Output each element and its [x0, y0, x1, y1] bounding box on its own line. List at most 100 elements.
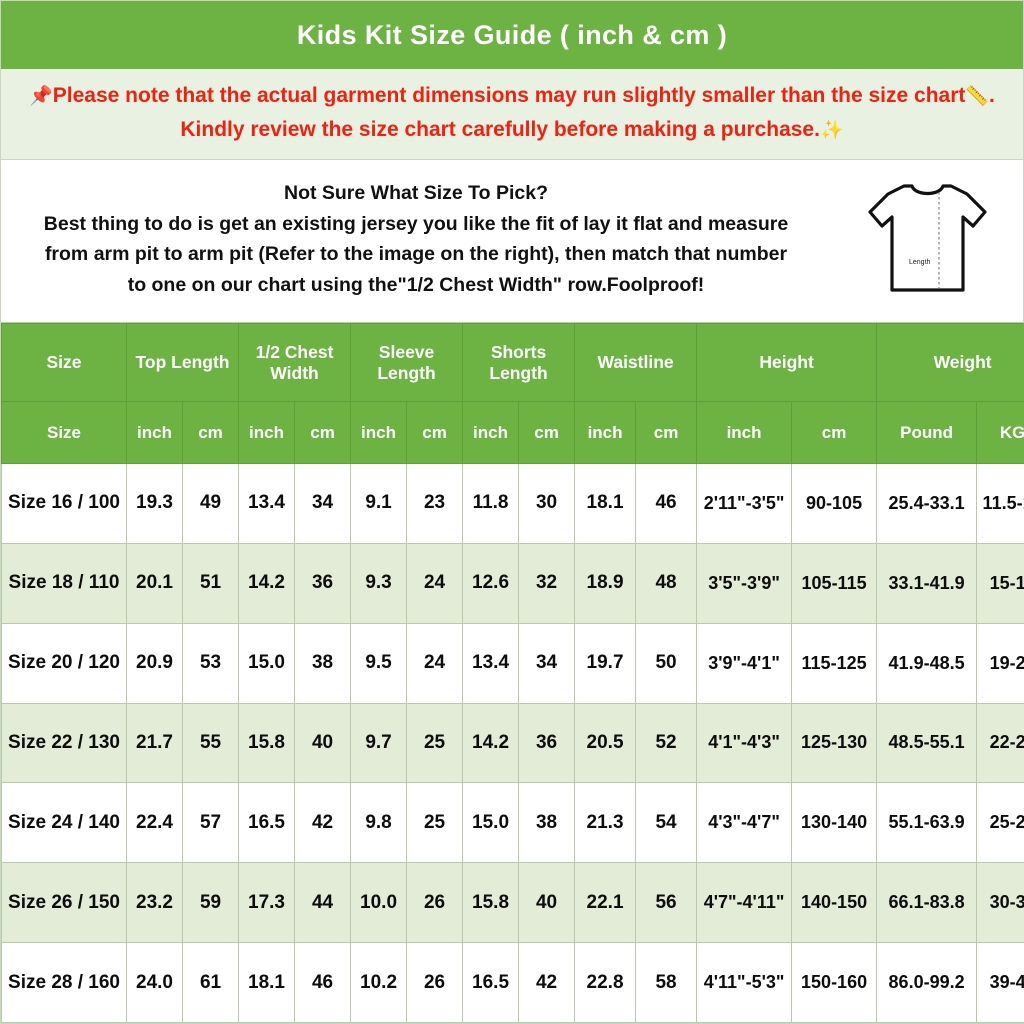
- measurement-cell: 58: [635, 942, 698, 1023]
- tshirt-length-label: Length: [909, 259, 931, 266]
- measurement-cell: 14.2: [462, 702, 520, 784]
- range-cell: 39-45: [976, 942, 1024, 1023]
- measurement-cell: 20.5: [574, 702, 637, 784]
- range-cell: 86.0-99.2: [876, 942, 978, 1023]
- explanation-line-3: to one on our chart using the"1/2 Chest …: [127, 273, 705, 296]
- measurement-cell: 18.1: [238, 942, 296, 1023]
- measurement-cell: 15.0: [238, 622, 296, 704]
- measurement-cell: 61: [181, 942, 240, 1023]
- measurement-cell: 36: [294, 542, 352, 624]
- range-cell: 66.1-83.8: [876, 862, 978, 944]
- measurement-cell: 9.1: [350, 463, 408, 544]
- measurement-cell: 19.3: [126, 463, 183, 544]
- explanation-line-2: from arm pit to arm pit (Refer to the im…: [44, 243, 788, 266]
- column-group-header: Size: [1, 323, 127, 403]
- measurement-cell: 13.4: [238, 463, 296, 544]
- range-cell: 2'11"-3'5": [696, 463, 793, 544]
- measurement-cell: 10.2: [350, 942, 408, 1023]
- measurement-cell: 51: [181, 542, 240, 624]
- measurement-cell: 52: [635, 702, 698, 784]
- range-cell: 4'7"-4'11": [696, 862, 793, 944]
- measurement-cell: 23.2: [126, 862, 183, 944]
- measurement-cell: 49: [181, 463, 240, 544]
- measurement-cell: 24: [406, 542, 464, 624]
- measurement-cell: 10.0: [350, 862, 408, 944]
- measurement-cell: 15.8: [238, 702, 296, 784]
- explanation-section: Not Sure What Size To Pick? Best thing t…: [1, 160, 1023, 324]
- table-row: Size 18 / 110 20.1 51 14.2 36 9.3 24 12.6 32 18.9…: [1, 542, 1024, 624]
- measurement-cell: 56: [635, 862, 698, 944]
- measurement-cell: 9.3: [350, 542, 408, 624]
- column-unit-header: cm: [294, 401, 352, 465]
- column-unit-header: cm: [406, 401, 464, 465]
- pushpin-icon: 📌: [29, 86, 53, 107]
- size-label-cell: Size 24 / 140: [1, 782, 127, 864]
- explanation-line-1: Best thing to do is get an existing jers…: [43, 212, 789, 235]
- column-unit-header: cm: [518, 401, 576, 465]
- measurement-cell: 17.3: [238, 862, 296, 944]
- size-table-wrapper: Size Top Length 1/2 Chest Width Sleeve Leng…: [1, 323, 1024, 1023]
- range-cell: 4'3"-4'7": [696, 782, 793, 864]
- column-unit-header: inch: [574, 401, 637, 465]
- column-unit-header: inch: [238, 401, 296, 465]
- range-cell: 90-105: [791, 463, 878, 544]
- measurement-cell: 53: [181, 622, 240, 704]
- ruler-icon: 📏: [965, 86, 990, 107]
- measurement-cell: 22.4: [126, 782, 183, 864]
- table-body: Size 16 / 100 19.3 49 13.4 34 9.1 23 11.8 30 18.1…: [1, 463, 1024, 1023]
- column-group-header: Height: [696, 323, 878, 403]
- range-cell: 105-115: [791, 542, 878, 624]
- measurement-cell: 26: [406, 942, 464, 1023]
- range-cell: 150-160: [791, 942, 878, 1023]
- measurement-cell: 19.7: [574, 622, 637, 704]
- measurement-cell: 21.7: [126, 702, 183, 784]
- measurement-cell: 21.3: [574, 782, 637, 864]
- measurement-cell: 20.1: [126, 542, 183, 624]
- size-label-cell: Size 28 / 160: [1, 942, 127, 1023]
- table-unit-header-row: Size inch cm inch cm inch cm inch cm inch cm inch cm…: [1, 401, 1024, 465]
- measurement-cell: 18.9: [574, 542, 637, 624]
- column-unit-header: inch: [696, 401, 793, 465]
- range-cell: 11.5-15: [976, 463, 1024, 544]
- measurement-cell: 42: [518, 942, 576, 1023]
- range-cell: 130-140: [791, 782, 878, 864]
- measurement-cell: 57: [181, 782, 240, 864]
- measurement-cell: 26: [406, 862, 464, 944]
- measurement-cell: 9.5: [350, 622, 408, 704]
- measurement-cell: 9.7: [350, 702, 408, 784]
- warning-note-line-2: Kindly review the size chart carefully b…: [1, 113, 1023, 147]
- table-row: Size 24 / 140 22.4 57 16.5 42 9.8 25 15.0 38 21.3…: [1, 782, 1024, 864]
- measurement-cell: 50: [635, 622, 698, 704]
- measurement-cell: 42: [294, 782, 352, 864]
- table-row: Size 26 / 150 23.2 59 17.3 44 10.0 26 15.8 40 22.…: [1, 862, 1024, 944]
- column-group-header: Top Length: [125, 323, 240, 403]
- measurement-cell: 38: [518, 782, 576, 864]
- measurement-cell: 9.8: [350, 782, 408, 864]
- range-cell: 30-38: [976, 862, 1024, 944]
- table-row: Size 28 / 160 24.0 61 18.1 46 10.2 26 16.5 42 22.…: [1, 942, 1024, 1023]
- table-group-header-row: Size Top Length 1/2 Chest Width Sleeve Leng…: [1, 323, 1024, 403]
- warning-note-line-1-text: Please note that the actual garment dime…: [52, 84, 966, 107]
- table-head: Size Top Length 1/2 Chest Width Sleeve Leng…: [1, 323, 1024, 465]
- measurement-cell: 30: [518, 463, 576, 544]
- measurement-cell: 40: [518, 862, 576, 944]
- range-cell: 3'9"-4'1": [696, 622, 793, 704]
- column-unit-header: inch: [126, 401, 183, 465]
- measurement-cell: 16.5: [238, 782, 296, 864]
- range-cell: 4'1"-4'3": [696, 702, 793, 784]
- table-row: Size 20 / 120 20.9 53 15.0 38 9.5 24 13.4 34 19.7…: [1, 622, 1024, 704]
- page-title: Kids Kit Size Guide ( inch & cm ): [296, 19, 728, 50]
- range-cell: 41.9-48.5: [876, 622, 978, 704]
- size-label-cell: Size 18 / 110: [1, 542, 127, 624]
- measurement-cell: 25: [406, 782, 464, 864]
- range-cell: 25.4-33.1: [876, 463, 978, 544]
- measurement-cell: 22.8: [574, 942, 637, 1023]
- measurement-cell: 36: [518, 702, 576, 784]
- range-cell: 33.1-41.9: [876, 542, 978, 624]
- column-group-header: Sleeve Length: [350, 323, 464, 403]
- sparkles-icon: ✨: [819, 120, 844, 142]
- column-unit-header: Pound: [876, 401, 978, 465]
- range-cell: 115-125: [791, 622, 878, 704]
- table-row: Size 16 / 100 19.3 49 13.4 34 9.1 23 11.8 30 18.1…: [1, 463, 1024, 544]
- column-unit-header: inch: [462, 401, 520, 465]
